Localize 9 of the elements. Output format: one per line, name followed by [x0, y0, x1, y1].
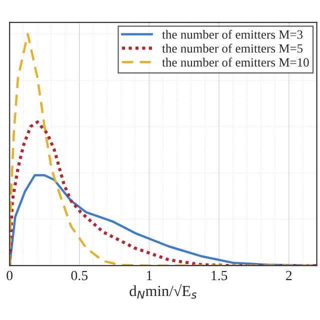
x-tick-label: 2 [286, 270, 292, 280]
x-axis-title: d$_{N}$min/√E$_{s}$ [130, 284, 197, 299]
x-tick-label: 1.5 [212, 270, 228, 280]
legend-label: the number of emitters M=5 [162, 44, 303, 53]
legend-label: the number of emitters M=3 [162, 30, 303, 39]
x-tick-label: 0.5 [71, 270, 88, 280]
x-tick-label: 1 [146, 270, 152, 280]
x-tick-label: 0 [6, 270, 13, 280]
legend-label: the number of emitters M=10 [162, 58, 309, 67]
